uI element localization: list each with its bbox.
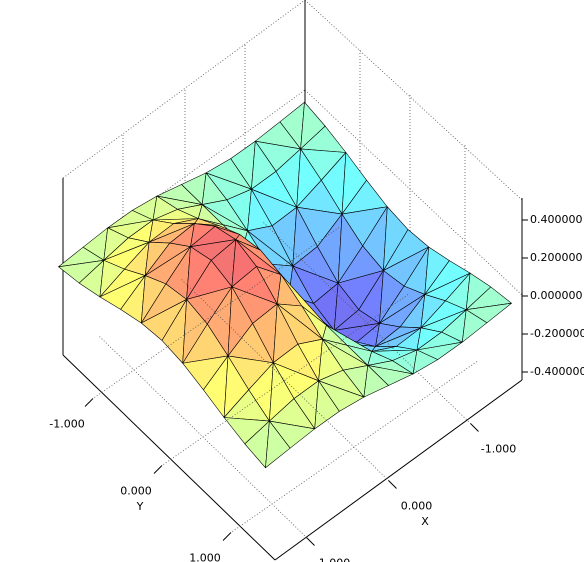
y-grid-line [92,227,340,399]
x-grid-line [181,279,389,481]
x-tick [470,423,479,432]
x-tick-label: 0.000 [401,500,433,513]
box-edge [62,354,276,561]
z-tick-label: -0.400000 [530,365,584,378]
y-axis-label: Y [136,500,144,513]
surface-facet [461,309,488,343]
surface-facet [412,349,439,375]
x-axis-label: X [421,515,429,528]
box-edge [274,379,523,561]
y-tick [153,465,163,474]
back-box [62,0,523,561]
x-grid-line [263,222,471,424]
y-grid-line [161,294,409,466]
box-edge [304,0,523,201]
x-tick-label: -1.000 [481,443,516,456]
y-tick-label: -1.000 [49,418,84,431]
surface [58,101,512,469]
x-tick [388,480,397,489]
x-tick [306,537,315,546]
y-tick-label: 0.000 [120,485,152,498]
z-tick-label: 0.000000 [530,289,583,302]
box-edge [62,0,306,179]
y-tick-label: 1.000 [189,552,221,562]
z-tick-label: 0.400000 [530,213,583,226]
y-tick [222,532,232,541]
z-tick-label: -0.200000 [530,327,584,340]
surface-facet [363,365,389,398]
z-tick-label: 0.200000 [530,251,583,264]
y-tick [84,398,94,407]
surface-facet [314,380,340,430]
x-tick-label: 1.000 [319,557,351,562]
y-grid-line [230,361,478,533]
surface-facet [265,420,291,469]
